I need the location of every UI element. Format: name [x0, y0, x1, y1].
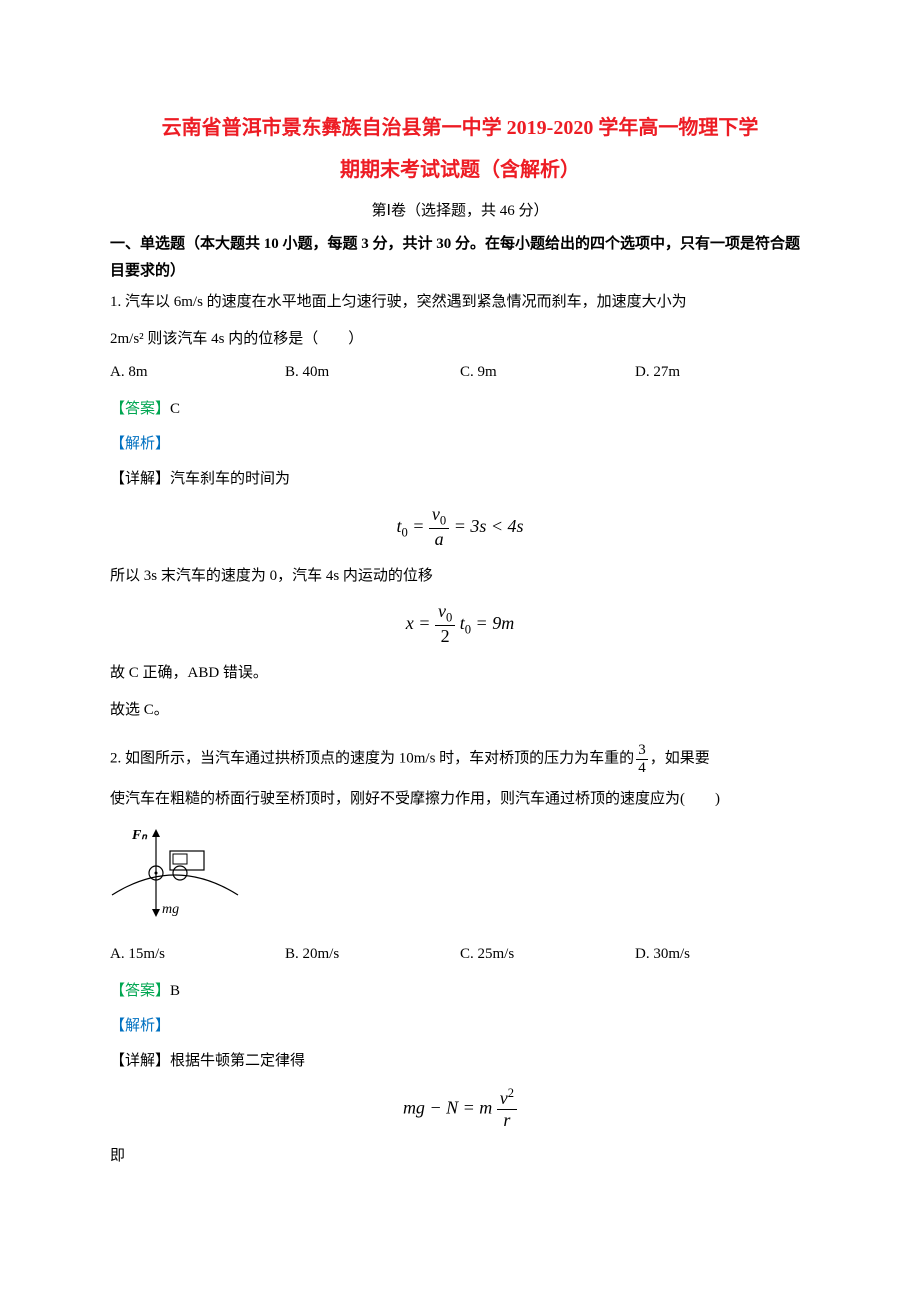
- q2-answer: 【答案】B: [110, 978, 810, 1005]
- q1-text-line2: 2m/s² 则该汽车 4s 内的位移是（ ）: [110, 326, 810, 353]
- q2-text-part2: ，如果要: [650, 751, 710, 767]
- q1-options: A. 8m B. 40m C. 9m D. 27m: [110, 359, 810, 386]
- mg-label: mg: [162, 902, 179, 917]
- q2-detail-label: 【详解】根据牛顿第二定律得: [110, 1048, 810, 1075]
- q2-text-part1: 2. 如图所示，当汽车通过拱桥顶点的速度为 10m/s 时，车对桥顶的压力为车重…: [110, 751, 634, 767]
- q2-option-b: B. 20m/s: [285, 941, 460, 968]
- q1-answer-label: 【答案】: [110, 401, 170, 417]
- q1-answer: 【答案】C: [110, 396, 810, 423]
- question-2: 2. 如图所示，当汽车通过拱桥顶点的速度为 10m/s 时，车对桥顶的压力为车重…: [110, 742, 810, 1170]
- q2-frac-den: 4: [636, 760, 648, 777]
- q1-option-c: C. 9m: [460, 359, 635, 386]
- q1-option-b: B. 40m: [285, 359, 460, 386]
- fn-label: Fₙ: [131, 828, 148, 843]
- q2-tail-text: 即: [110, 1143, 810, 1170]
- instructions-heading: 一、单选题（本大题共 10 小题，每题 3 分，共计 30 分。在每小题给出的四…: [110, 231, 810, 285]
- q2-option-d: D. 30m/s: [635, 941, 810, 968]
- q1-detail-label: 【详解】汽车刹车的时间为: [110, 466, 810, 493]
- q2-answer-label: 【答案】: [110, 983, 170, 999]
- q2-options: A. 15m/s B. 20m/s C. 25m/s D. 30m/s: [110, 941, 810, 968]
- q1-equation-1: t0 = v0a = 3s < 4s: [110, 505, 810, 551]
- q2-text-line2: 使汽车在粗糙的桥面行驶至桥顶时，刚好不受摩擦力作用，则汽车通过桥顶的速度应为( …: [110, 786, 810, 813]
- title-line-1: 云南省普洱市景东彝族自治县第一中学 2019-2020 学年高一物理下学: [110, 110, 810, 146]
- q1-equation-2: x = v02 t0 = 9m: [110, 602, 810, 648]
- section-header: 第Ⅰ卷（选择题，共 46 分）: [110, 198, 810, 225]
- q2-frac-num: 3: [636, 742, 648, 760]
- q1-option-a: A. 8m: [110, 359, 285, 386]
- q2-text-line1: 2. 如图所示，当汽车通过拱桥顶点的速度为 10m/s 时，车对桥顶的压力为车重…: [110, 742, 810, 776]
- q1-analysis-label: 【解析】: [110, 431, 810, 458]
- q2-option-c: C. 25m/s: [460, 941, 635, 968]
- q2-diagram: Fₙ mg: [110, 823, 810, 933]
- q1-option-d: D. 27m: [635, 359, 810, 386]
- q2-fraction-34: 34: [636, 742, 648, 776]
- q2-analysis-label: 【解析】: [110, 1013, 810, 1040]
- q2-answer-value: B: [170, 983, 180, 999]
- q1-conclusion-1: 故 C 正确，ABD 错误。: [110, 660, 810, 687]
- title-line-2: 期期末考试试题（含解析）: [110, 152, 810, 188]
- bridge-car-diagram-icon: Fₙ mg: [110, 823, 240, 923]
- q1-mid-text: 所以 3s 末汽车的速度为 0，汽车 4s 内运动的位移: [110, 563, 810, 590]
- q1-text-line1: 1. 汽车以 6m/s 的速度在水平地面上匀速行驶，突然遇到紧急情况而刹车，加速…: [110, 289, 810, 316]
- q1-conclusion-2: 故选 C。: [110, 697, 810, 724]
- q2-option-a: A. 15m/s: [110, 941, 285, 968]
- q2-equation-1: mg − N = m v2r: [110, 1087, 810, 1131]
- q1-answer-value: C: [170, 401, 180, 417]
- question-1: 1. 汽车以 6m/s 的速度在水平地面上匀速行驶，突然遇到紧急情况而刹车，加速…: [110, 289, 810, 724]
- exam-page: 云南省普洱市景东彝族自治县第一中学 2019-2020 学年高一物理下学 期期末…: [0, 0, 920, 1234]
